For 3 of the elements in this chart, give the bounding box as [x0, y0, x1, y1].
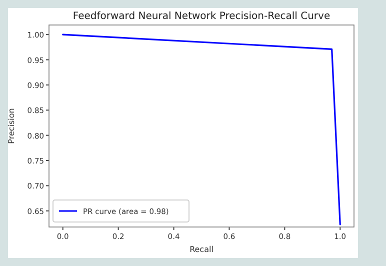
x-axis-title: Recall — [190, 245, 214, 254]
y-axis-title: Precision — [7, 108, 16, 144]
chart-title: Feedforward Neural Network Precision-Recall Curve — [72, 11, 330, 22]
